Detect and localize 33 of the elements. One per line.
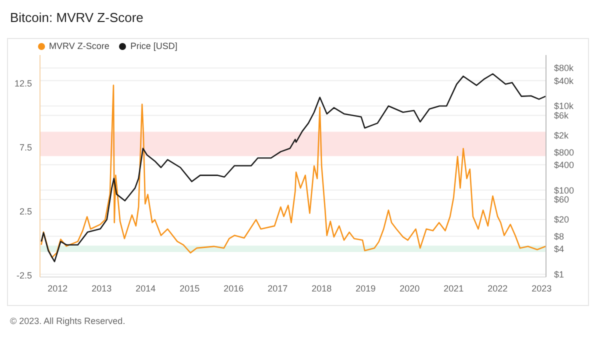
x-tick-label: 2012 xyxy=(48,283,68,294)
y2-tick-label: $800 xyxy=(554,147,574,158)
x-tick-label: 2014 xyxy=(136,283,156,294)
y-tick-label: -2.5 xyxy=(16,270,32,280)
y2-tick-label: $100 xyxy=(554,185,574,196)
x-tick-label: 2023 xyxy=(532,283,552,294)
y2-tick-label: $40k xyxy=(554,76,574,86)
x-tick-label: 2018 xyxy=(312,283,332,294)
y2-tick-label: $20 xyxy=(554,214,570,225)
chart-title: Bitcoin: MVRV Z-Score xyxy=(10,10,144,25)
y2-tick-label: $60 xyxy=(554,194,570,205)
y2-tick-label: $10k xyxy=(554,101,574,112)
y2-tick-label: $6k xyxy=(554,110,570,121)
y-tick-label: 2.5 xyxy=(19,206,32,216)
x-tick-label: 2020 xyxy=(400,283,420,294)
legend-label: MVRV Z-Score xyxy=(49,41,110,51)
x-tick-label: 2021 xyxy=(444,283,464,294)
x-tick-label: 2017 xyxy=(268,283,288,294)
y2-tick-label: $400 xyxy=(554,160,574,170)
x-tick-label: 2015 xyxy=(180,283,200,294)
x-tick-label: 2022 xyxy=(488,283,508,294)
text: © 2023. All Rights Reserved. xyxy=(10,316,126,326)
y-tick-label: 12.5 xyxy=(14,78,32,88)
x-tick-label: 2013 xyxy=(92,283,112,294)
x-tick-label: 2016 xyxy=(224,283,244,294)
y2-tick-label: $2k xyxy=(554,130,570,141)
y2-tick-label: $1 xyxy=(554,269,564,280)
x-tick-label: 2019 xyxy=(356,283,376,294)
y2-tick-label: $4 xyxy=(554,244,564,254)
legend-label: Price [USD] xyxy=(130,41,178,51)
y-tick-label: 7.5 xyxy=(19,142,32,152)
y2-tick-label: $8 xyxy=(554,231,564,242)
y2-tick-label: $80k xyxy=(554,63,574,74)
